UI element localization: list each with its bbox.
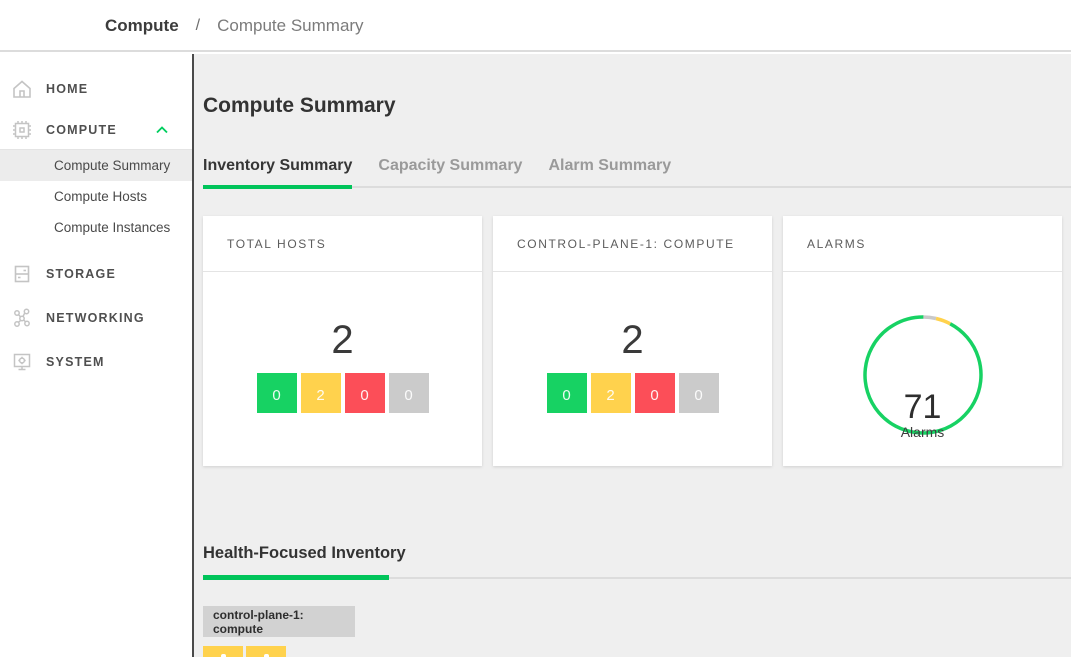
health-tiles (203, 646, 286, 657)
sidebar-item-label: STORAGE (46, 267, 116, 281)
group-chip-label: control-plane-1: compute (213, 607, 304, 636)
group-chip-control-plane[interactable]: control-plane-1: compute (203, 606, 355, 637)
home-icon (10, 77, 34, 101)
page-title: Compute Summary (203, 94, 396, 117)
alarms-label: Alarms (900, 424, 945, 440)
breadcrumb-section[interactable]: Compute (105, 16, 179, 35)
top-bar: Compute / Compute Summary (0, 0, 1071, 52)
card-alarms: ALARMS 71 Alarms (783, 216, 1062, 466)
networking-icon (10, 306, 34, 330)
card-header: ALARMS (783, 216, 1062, 272)
card-total-hosts: TOTAL HOSTS 2 0 2 0 0 (203, 216, 482, 466)
tab-capacity-summary[interactable]: Capacity Summary (378, 157, 523, 174)
chevron-up-icon (152, 120, 172, 140)
alarms-donut-chart: 71 Alarms (861, 313, 985, 440)
storage-icon (10, 262, 34, 286)
sidebar-item-label: SYSTEM (46, 355, 105, 369)
status-badge-unknown[interactable]: 0 (388, 373, 429, 413)
card-control-plane-compute: CONTROL-PLANE-1: COMPUTE 2 0 2 0 0 (493, 216, 772, 466)
sidebar-item-compute-summary[interactable]: Compute Summary (0, 150, 192, 181)
status-badge-ok[interactable]: 0 (256, 373, 297, 413)
control-plane-hosts-count: 2 (621, 318, 644, 362)
card-body: 71 Alarms (783, 272, 1062, 465)
tab-inventory-summary[interactable]: Inventory Summary (203, 157, 353, 189)
card-title: ALARMS (807, 236, 866, 251)
health-section-rule-accent (203, 575, 389, 580)
card-title: TOTAL HOSTS (227, 236, 327, 251)
sidebar-item-compute[interactable]: COMPUTE (0, 111, 192, 149)
health-section-rule (203, 577, 1071, 579)
alarms-count: 71 (903, 388, 942, 426)
status-badge-unknown[interactable]: 0 (678, 373, 719, 413)
alarms-donut (862, 315, 983, 435)
health-tile-glyph (221, 654, 226, 657)
sidebar-subitem-label: Compute Hosts (54, 189, 148, 204)
sidebar-item-label: COMPUTE (46, 123, 117, 137)
compute-icon (10, 118, 34, 142)
sidebar-item-compute-hosts[interactable]: Compute Hosts (0, 181, 192, 212)
sidebar: HOME COMPUTE Compute Summary Compute Hos… (0, 54, 194, 657)
system-icon (10, 350, 34, 374)
status-badge-warning[interactable]: 2 (300, 373, 341, 413)
card-body: 2 0 2 0 0 (203, 272, 482, 465)
card-header: CONTROL-PLANE-1: COMPUTE (493, 216, 772, 272)
sidebar-item-storage[interactable]: STORAGE (0, 252, 192, 296)
tab-bar: Inventory Summary Capacity Summary Alarm… (203, 157, 1071, 189)
breadcrumb-page: Compute Summary (217, 16, 364, 35)
health-section-title: Health-Focused Inventory (203, 544, 406, 562)
status-badges: 0 2 0 0 (493, 373, 772, 413)
status-badge-ok[interactable]: 0 (546, 373, 587, 413)
alarms-donut-text: 71 Alarms (861, 389, 985, 440)
sidebar-subitem-label: Compute Summary (54, 158, 171, 173)
status-badge-critical[interactable]: 0 (634, 373, 675, 413)
sidebar-item-home[interactable]: HOME (0, 67, 192, 111)
sidebar-spacer (0, 243, 192, 252)
health-tile[interactable] (246, 646, 286, 657)
sidebar-item-system[interactable]: SYSTEM (0, 340, 192, 384)
status-badges: 0 2 0 0 (203, 373, 482, 413)
card-body: 2 0 2 0 0 (493, 272, 772, 465)
sidebar-item-networking[interactable]: NETWORKING (0, 296, 192, 340)
total-hosts-count: 2 (331, 318, 354, 362)
card-title: CONTROL-PLANE-1: COMPUTE (517, 236, 735, 251)
sidebar-item-label: HOME (46, 82, 89, 96)
sidebar-item-compute-instances[interactable]: Compute Instances (0, 212, 192, 243)
sidebar-item-label: NETWORKING (46, 311, 145, 325)
health-tile[interactable] (203, 646, 243, 657)
status-badge-warning[interactable]: 2 (590, 373, 631, 413)
summary-cards: TOTAL HOSTS 2 0 2 0 0 CONTROL-PLANE-1: C… (203, 216, 1062, 466)
sidebar-subitem-label: Compute Instances (54, 220, 171, 235)
health-tile-glyph (264, 654, 269, 657)
tab-alarm-summary[interactable]: Alarm Summary (548, 157, 672, 174)
breadcrumb: Compute / Compute Summary (105, 0, 364, 52)
card-header: TOTAL HOSTS (203, 216, 482, 272)
breadcrumb-separator: / (195, 17, 201, 34)
status-badge-critical[interactable]: 0 (344, 373, 385, 413)
main-content: Compute Summary Inventory Summary Capaci… (194, 54, 1071, 657)
sidebar-divider (0, 149, 192, 150)
